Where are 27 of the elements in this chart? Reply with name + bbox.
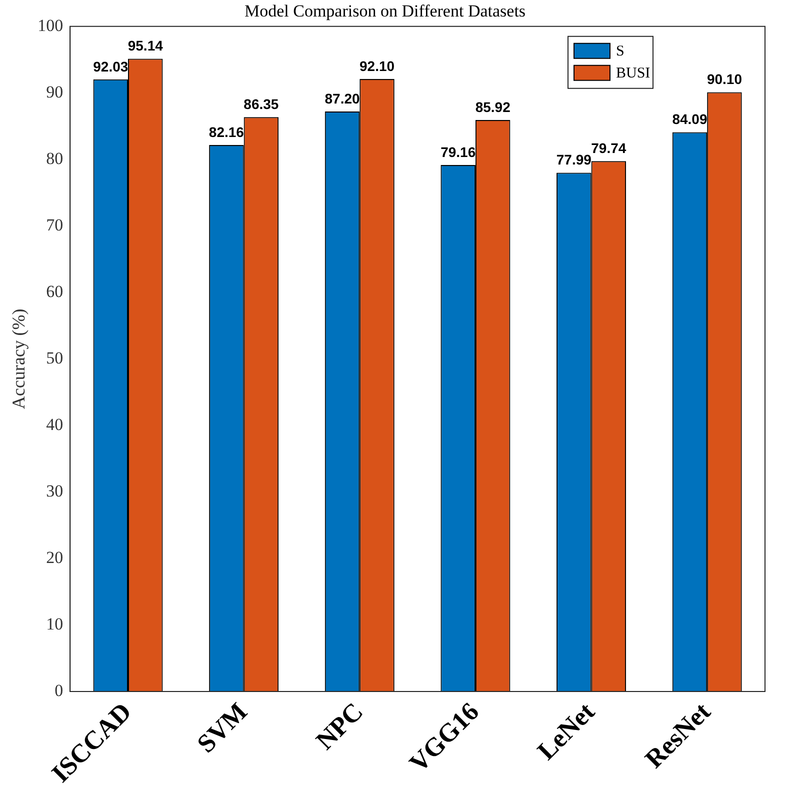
y-tick-label: 70 (46, 215, 64, 234)
data-label: 90.10 (706, 71, 742, 88)
y-tick-label: 20 (46, 548, 64, 567)
y-tick-label: 100 (38, 16, 64, 35)
data-label: 84.09 (672, 111, 708, 128)
data-label: 79.74 (591, 140, 626, 156)
legend-label: BUSI (616, 65, 650, 82)
data-label: 77.99 (556, 152, 592, 168)
y-tick-label: 50 (46, 348, 64, 368)
data-label: 95.14 (128, 38, 164, 54)
data-label: 79.16 (440, 144, 476, 160)
y-tick-label: 30 (46, 481, 64, 500)
y-tick-label: 80 (46, 148, 64, 168)
data-label: 86.35 (244, 96, 279, 112)
y-tick-label: 90 (46, 82, 64, 102)
y-axis-title: Accuracy (%) (8, 308, 29, 410)
chart-title: Model Comparison on Different Datasets (244, 2, 526, 21)
legend-label: S (616, 43, 624, 60)
data-label: 92.10 (359, 58, 395, 74)
data-label: 87.20 (324, 90, 360, 106)
y-tick-label: 10 (46, 614, 64, 634)
data-label: 85.92 (475, 98, 511, 115)
y-tick-label: 40 (46, 414, 64, 434)
data-label: 82.16 (208, 124, 244, 140)
data-label: 92.03 (93, 58, 128, 74)
y-tick-label: 0 (54, 680, 64, 700)
y-tick-label: 60 (46, 282, 64, 301)
